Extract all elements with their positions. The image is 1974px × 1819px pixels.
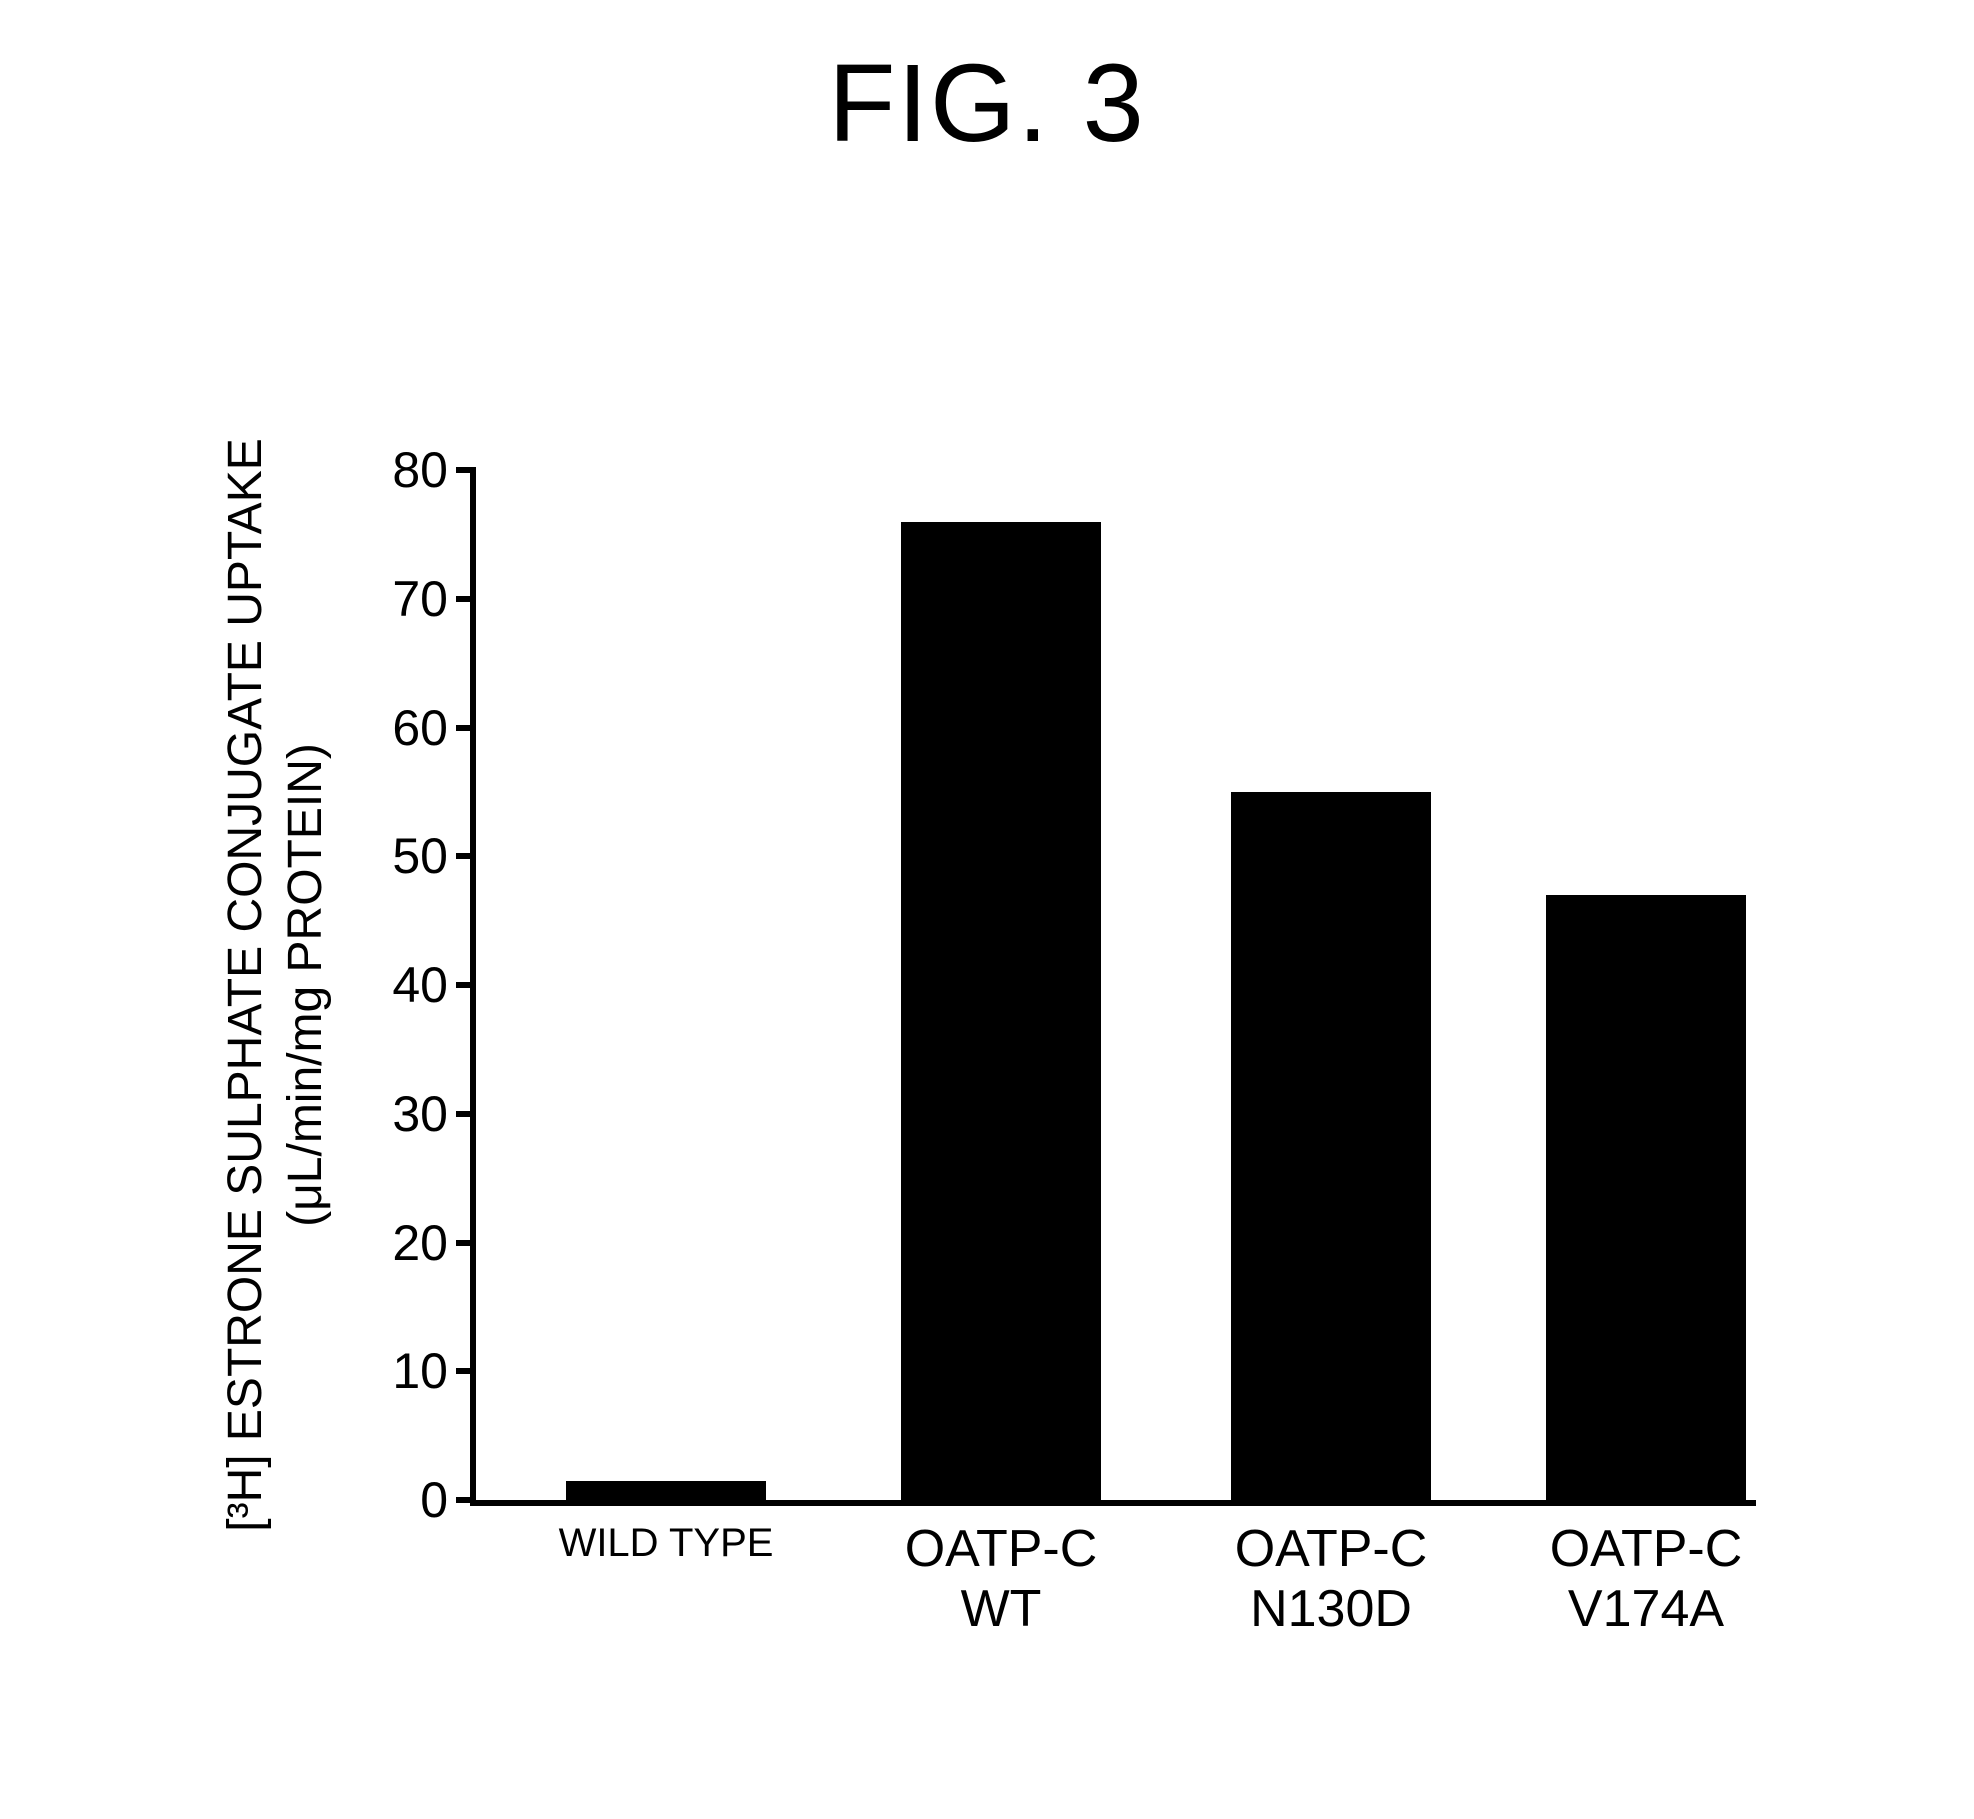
x-tick-label-line1: OATP-C [1550, 1520, 1743, 1580]
bar [566, 1481, 766, 1500]
y-tick [456, 1240, 476, 1246]
plot-area: [³H] ESTRONE SULPHATE CONJUGATE UPTAKE (… [470, 470, 1756, 1506]
y-axis-label: [³H] ESTRONE SULPHATE CONJUGATE UPTAKE (… [216, 438, 336, 1531]
x-tick-label-line1: WILD TYPE [559, 1520, 774, 1566]
y-axis-label-line2: (μL/min/mg PROTEIN) [276, 438, 336, 1531]
y-tick-label: 40 [392, 956, 448, 1014]
y-tick-label: 0 [420, 1471, 448, 1529]
y-tick [456, 596, 476, 602]
figure-title: FIG. 3 [0, 40, 1974, 167]
y-axis-label-line1: [³H] ESTRONE SULPHATE CONJUGATE UPTAKE [216, 438, 276, 1531]
y-tick-label: 60 [392, 699, 448, 757]
x-tick-label-line2: WT [905, 1580, 1098, 1640]
x-tick-label: OATP-CV174A [1550, 1520, 1743, 1640]
bar [1231, 792, 1431, 1500]
x-tick-label: WILD TYPE [559, 1520, 774, 1566]
x-tick-label-line1: OATP-C [1235, 1520, 1428, 1580]
y-tick [456, 1111, 476, 1117]
x-tick-label: OATP-CN130D [1235, 1520, 1428, 1640]
x-tick-label-line1: OATP-C [905, 1520, 1098, 1580]
bar [1546, 895, 1746, 1500]
y-tick [456, 725, 476, 731]
y-tick [456, 467, 476, 473]
x-tick-label-line2: N130D [1235, 1580, 1428, 1640]
y-tick [456, 982, 476, 988]
y-tick-label: 20 [392, 1214, 448, 1272]
y-tick-label: 10 [392, 1342, 448, 1400]
y-tick [456, 853, 476, 859]
y-tick-label: 80 [392, 441, 448, 499]
y-tick [456, 1368, 476, 1374]
bar [901, 522, 1101, 1501]
y-tick-label: 70 [392, 570, 448, 628]
x-tick-label: OATP-CWT [905, 1520, 1098, 1640]
bars-layer [476, 470, 1756, 1500]
bar-chart: [³H] ESTRONE SULPHATE CONJUGATE UPTAKE (… [320, 460, 1780, 1630]
y-tick-label: 30 [392, 1085, 448, 1143]
x-tick-label-line2: V174A [1550, 1580, 1743, 1640]
y-tick [456, 1497, 476, 1503]
y-tick-label: 50 [392, 827, 448, 885]
